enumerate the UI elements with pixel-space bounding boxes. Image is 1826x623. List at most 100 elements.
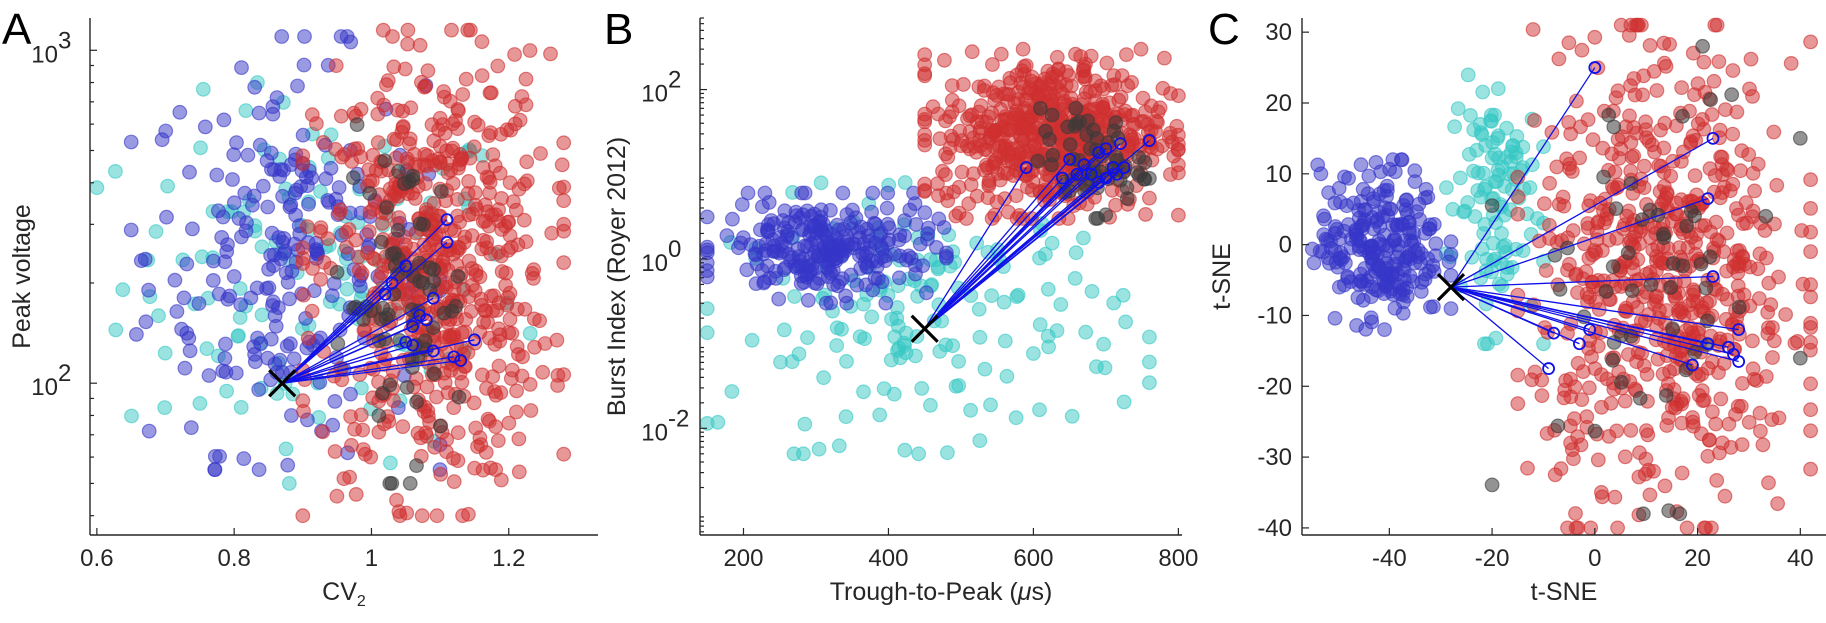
point-red (491, 358, 507, 374)
point-dark (1044, 107, 1060, 123)
point-blue (1425, 299, 1441, 315)
point-blue (1315, 244, 1330, 260)
point-red (1118, 47, 1134, 62)
point-red (379, 77, 394, 93)
point-red (556, 193, 572, 209)
point-red (544, 225, 560, 241)
point-red (511, 464, 527, 480)
point-dark (1663, 280, 1679, 295)
point-red (554, 157, 570, 173)
point-dark (356, 312, 371, 327)
point-red (455, 508, 471, 524)
point-red (1803, 277, 1818, 293)
point-red (348, 232, 364, 248)
point-red (1580, 112, 1596, 127)
point-red (455, 87, 471, 102)
point-red (1640, 427, 1656, 443)
x-tick-label: -40 (1372, 545, 1407, 572)
point-red (1703, 520, 1719, 536)
point-blue (191, 296, 207, 311)
point-red (917, 47, 933, 62)
point-red (1803, 423, 1818, 439)
point-red (962, 108, 978, 124)
point-cyan (1447, 119, 1462, 135)
point-red (416, 237, 432, 253)
point-red (494, 264, 510, 279)
panel-letter: C (1208, 5, 1240, 54)
point-blue (176, 290, 192, 306)
point-red (1752, 423, 1768, 439)
point-red (533, 146, 548, 161)
point-cyan (1529, 211, 1545, 226)
point-red (450, 425, 466, 441)
point-dark (1119, 180, 1135, 196)
point-blue (725, 211, 740, 227)
point-blue (172, 104, 188, 120)
scatter-points (89, 22, 572, 524)
point-dark (373, 234, 389, 250)
point-red (1587, 29, 1603, 45)
point-cyan (1075, 230, 1091, 246)
point-blue (133, 253, 149, 269)
point-red (1649, 83, 1665, 98)
point-cyan (972, 433, 988, 449)
point-red (445, 140, 461, 156)
point-blue (1348, 231, 1364, 247)
point-red (481, 218, 497, 234)
point-blue (179, 325, 195, 341)
point-red (1679, 520, 1695, 536)
neighbor-link (282, 344, 413, 384)
point-red (386, 393, 401, 409)
point-red (1647, 144, 1662, 160)
point-dark (412, 216, 428, 232)
point-red (492, 327, 508, 343)
point-blue (323, 160, 339, 176)
point-dark (1605, 352, 1621, 368)
point-dark (1635, 506, 1651, 522)
point-red (1706, 73, 1722, 89)
point-red (1138, 206, 1153, 222)
point-blue (800, 292, 816, 308)
point-blue (919, 285, 934, 301)
point-blue (233, 297, 249, 313)
point-cyan (1053, 297, 1069, 312)
point-dark (434, 184, 449, 199)
point-dark (450, 269, 466, 284)
point-dark (391, 164, 406, 179)
point-red (300, 219, 315, 235)
point-red (1162, 167, 1178, 182)
point-dark (417, 333, 433, 349)
point-blue (879, 200, 895, 216)
x-axis-label-text: CV (322, 578, 357, 606)
point-cyan (1475, 84, 1491, 100)
point-red (402, 136, 417, 152)
point-blue (1340, 270, 1356, 286)
point-cyan (699, 301, 715, 317)
point-red (1803, 289, 1818, 305)
point-blue (1387, 300, 1403, 316)
point-red (336, 471, 352, 487)
point-red (550, 378, 565, 393)
point-cyan (838, 409, 854, 425)
point-red (1765, 320, 1780, 335)
point-red (1156, 50, 1172, 66)
point-blue (1332, 250, 1348, 266)
panel-C: C -40 -20 0 20 40 -40 -30 -20 -10 0 10 20 30 t-SNE t-SN… (1208, 5, 1826, 606)
point-red (500, 242, 516, 258)
x-tick-label: -20 (1475, 545, 1510, 572)
point-red (1685, 414, 1701, 430)
point-red (353, 407, 369, 423)
point-red (487, 384, 502, 399)
panel-letter: A (2, 5, 32, 54)
point-blue (217, 350, 233, 366)
x-marker (268, 369, 297, 398)
point-red (1642, 38, 1658, 53)
point-red (535, 364, 551, 380)
neighbor-target (447, 350, 461, 364)
point-red (1733, 163, 1748, 179)
point-blue (234, 60, 249, 75)
point-blue (260, 199, 276, 215)
point-blue (290, 78, 305, 94)
